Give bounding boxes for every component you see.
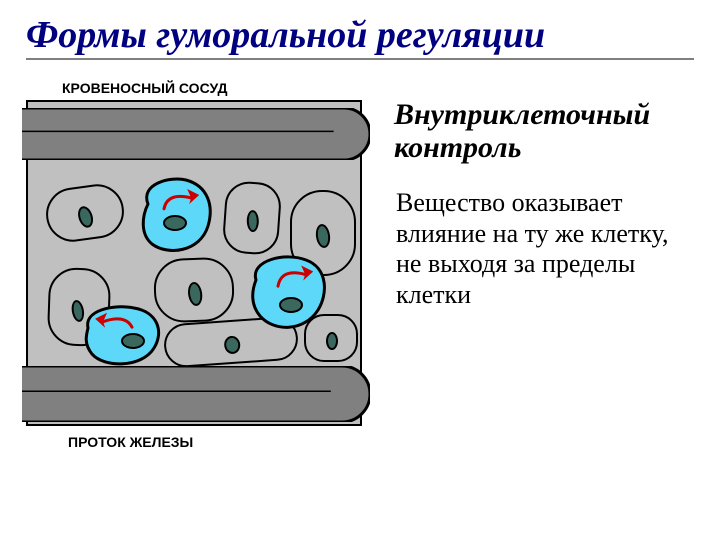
cell-5-nucleus — [187, 281, 204, 307]
cell-2-nucleus — [247, 210, 259, 232]
title-underline — [26, 58, 694, 60]
cell-6-nucleus — [223, 335, 241, 355]
cell-1-nucleus — [76, 204, 96, 229]
cell-2 — [222, 180, 283, 256]
text-column: Внутриклеточный контроль Вещество оказыв… — [394, 76, 694, 311]
top-vessel — [22, 108, 370, 160]
slide-title: Формы гуморальной регуляции — [26, 16, 694, 56]
hcell-1 — [134, 176, 214, 252]
hcell-2 — [246, 254, 330, 330]
body-text: Вещество оказывает влияние на ту же клет… — [394, 188, 694, 311]
diagram — [26, 100, 362, 426]
content-area: КРОВЕНОСНЫЙ СОСУД ПРОТОК ЖЕЛЕЗЫ Внутрикл… — [26, 76, 694, 450]
cell-7-nucleus — [326, 332, 338, 350]
bottom-vessel — [22, 366, 370, 422]
cell-3-nucleus — [314, 223, 331, 249]
cell-5 — [153, 257, 235, 324]
subtitle: Внутриклеточный контроль — [394, 98, 694, 164]
label-top-vessel: КРОВЕНОСНЫЙ СОСУД — [62, 80, 366, 96]
label-bottom-duct: ПРОТОК ЖЕЛЕЗЫ — [68, 434, 366, 450]
cell-1 — [43, 181, 128, 245]
diagram-column: КРОВЕНОСНЫЙ СОСУД ПРОТОК ЖЕЛЕЗЫ — [26, 76, 366, 450]
hcell-3 — [80, 304, 164, 368]
